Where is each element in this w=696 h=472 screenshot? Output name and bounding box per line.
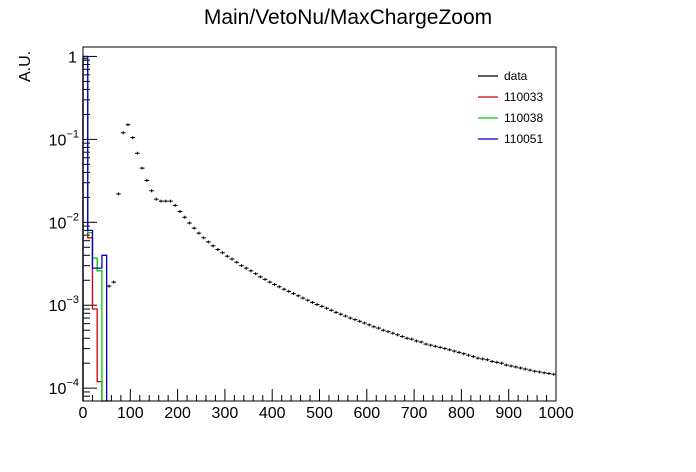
x-tick-label: 0 — [79, 405, 88, 422]
legend-label: data — [504, 69, 528, 83]
series-extra-1 — [106, 280, 117, 288]
x-tick-label: 800 — [448, 405, 475, 422]
series-110033 — [82, 57, 107, 402]
x-tick-label: 500 — [306, 405, 333, 422]
series-data — [116, 123, 556, 376]
x-tick-label: 400 — [259, 405, 286, 422]
legend: data 110033 110038 110051 — [478, 69, 543, 146]
y-tick-label: 10−2 — [49, 211, 79, 232]
plot-area — [82, 55, 557, 402]
series-step-line — [82, 55, 112, 402]
x-tick-label: 600 — [353, 405, 380, 422]
x-tick-label: 300 — [212, 405, 239, 422]
y-tick-label: 10−1 — [49, 128, 79, 149]
x-tick-label: 200 — [164, 405, 191, 422]
x-tick-label: 900 — [495, 405, 522, 422]
y-axis-label: A.U. — [17, 51, 34, 82]
x-tick-label: 700 — [401, 405, 428, 422]
series-110051 — [82, 55, 112, 402]
series-step-line — [82, 57, 107, 402]
y-tick-label: 1 — [68, 49, 77, 66]
legend-label: 110051 — [504, 132, 543, 146]
legend-label: 110038 — [504, 111, 543, 125]
chart-title: Main/VetoNu/MaxChargeZoom — [204, 6, 492, 29]
plot-frame — [82, 46, 557, 402]
y-tick-label: 10−3 — [49, 294, 79, 315]
y-tick-label: 10−4 — [49, 377, 79, 398]
x-tick-label: 1000 — [538, 405, 574, 422]
x-tick-label: 100 — [117, 405, 144, 422]
legend-label: 110033 — [504, 90, 543, 104]
